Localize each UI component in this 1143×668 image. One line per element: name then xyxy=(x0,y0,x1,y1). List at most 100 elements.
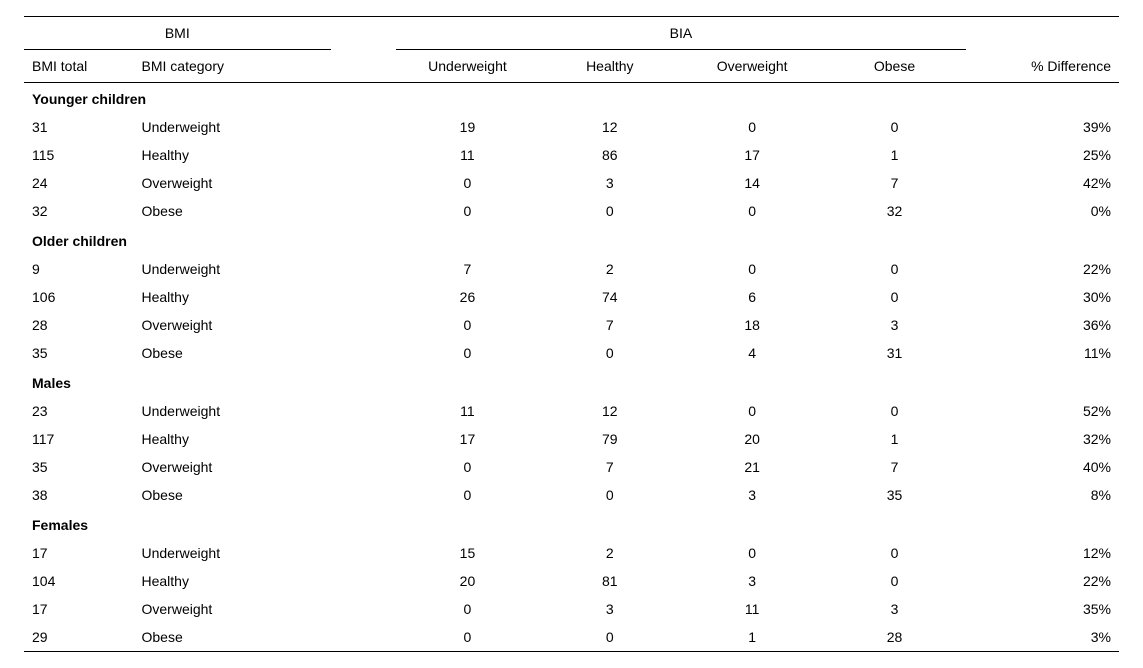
cell-overweight: 3 xyxy=(681,567,823,595)
cell-healthy: 3 xyxy=(539,595,681,623)
cell-bmi-total: 104 xyxy=(24,567,134,595)
cell-spacer xyxy=(331,169,397,197)
cell-spacer xyxy=(331,141,397,169)
cell-pct-diff: 39% xyxy=(966,113,1119,141)
cell-bmi-category: Underweight xyxy=(134,113,331,141)
table-row: 104Healthy20813022% xyxy=(24,567,1119,595)
cell-spacer xyxy=(331,113,397,141)
cell-obese: 0 xyxy=(823,397,965,425)
header-underweight: Underweight xyxy=(396,50,538,83)
cell-bmi-category: Underweight xyxy=(134,255,331,283)
header-healthy: Healthy xyxy=(539,50,681,83)
cell-underweight: 0 xyxy=(396,623,538,652)
cell-overweight: 0 xyxy=(681,197,823,225)
cell-healthy: 0 xyxy=(539,623,681,652)
cell-overweight: 0 xyxy=(681,113,823,141)
cell-underweight: 19 xyxy=(396,113,538,141)
cell-spacer xyxy=(331,283,397,311)
table-row: 35Overweight0721740% xyxy=(24,453,1119,481)
table-row: 29Obese001283% xyxy=(24,623,1119,652)
cell-pct-diff: 0% xyxy=(966,197,1119,225)
cell-overweight: 1 xyxy=(681,623,823,652)
cell-healthy: 2 xyxy=(539,255,681,283)
header-spacer-2 xyxy=(966,17,1119,50)
cell-bmi-category: Obese xyxy=(134,623,331,652)
cell-pct-diff: 12% xyxy=(966,539,1119,567)
header-bmi-group: BMI xyxy=(24,17,331,50)
cell-pct-diff: 35% xyxy=(966,595,1119,623)
table-row: 115Healthy118617125% xyxy=(24,141,1119,169)
cell-spacer xyxy=(331,397,397,425)
cell-overweight: 18 xyxy=(681,311,823,339)
cell-healthy: 74 xyxy=(539,283,681,311)
header-overweight: Overweight xyxy=(681,50,823,83)
cell-bmi-total: 35 xyxy=(24,339,134,367)
cell-underweight: 0 xyxy=(396,339,538,367)
cell-underweight: 0 xyxy=(396,311,538,339)
table-row: 23Underweight11120052% xyxy=(24,397,1119,425)
cell-bmi-category: Healthy xyxy=(134,425,331,453)
cell-underweight: 26 xyxy=(396,283,538,311)
cell-spacer xyxy=(331,311,397,339)
cell-obese: 3 xyxy=(823,595,965,623)
cell-underweight: 0 xyxy=(396,481,538,509)
cell-bmi-category: Healthy xyxy=(134,141,331,169)
cell-bmi-category: Overweight xyxy=(134,595,331,623)
cell-overweight: 0 xyxy=(681,397,823,425)
cell-obese: 0 xyxy=(823,283,965,311)
group-title: Younger children xyxy=(24,83,1119,114)
cell-spacer xyxy=(331,567,397,595)
table-row: 28Overweight0718336% xyxy=(24,311,1119,339)
cell-overweight: 4 xyxy=(681,339,823,367)
table-row: 17Underweight1520012% xyxy=(24,539,1119,567)
cell-pct-diff: 36% xyxy=(966,311,1119,339)
cell-healthy: 0 xyxy=(539,339,681,367)
table-row: 35Obese0043111% xyxy=(24,339,1119,367)
cell-underweight: 11 xyxy=(396,141,538,169)
group-title: Females xyxy=(24,509,1119,539)
cell-spacer xyxy=(331,481,397,509)
cell-obese: 3 xyxy=(823,311,965,339)
cell-overweight: 17 xyxy=(681,141,823,169)
table-row: 9Underweight720022% xyxy=(24,255,1119,283)
cell-spacer xyxy=(331,539,397,567)
cell-underweight: 7 xyxy=(396,255,538,283)
cell-spacer xyxy=(331,197,397,225)
header-spacer-1 xyxy=(331,17,397,50)
bmi-bia-table: BMI BIA BMI total BMI category Underweig… xyxy=(24,16,1119,652)
cell-overweight: 20 xyxy=(681,425,823,453)
cell-bmi-total: 117 xyxy=(24,425,134,453)
table-row: 117Healthy177920132% xyxy=(24,425,1119,453)
cell-bmi-total: 9 xyxy=(24,255,134,283)
cell-pct-diff: 22% xyxy=(966,255,1119,283)
cell-healthy: 12 xyxy=(539,113,681,141)
cell-healthy: 0 xyxy=(539,197,681,225)
cell-spacer xyxy=(331,453,397,481)
header-obese: Obese xyxy=(823,50,965,83)
cell-underweight: 15 xyxy=(396,539,538,567)
cell-obese: 0 xyxy=(823,113,965,141)
cell-bmi-category: Healthy xyxy=(134,567,331,595)
cell-bmi-total: 106 xyxy=(24,283,134,311)
cell-bmi-category: Overweight xyxy=(134,453,331,481)
cell-spacer xyxy=(331,595,397,623)
table-row: 31Underweight19120039% xyxy=(24,113,1119,141)
cell-healthy: 81 xyxy=(539,567,681,595)
cell-pct-diff: 52% xyxy=(966,397,1119,425)
cell-obese: 0 xyxy=(823,567,965,595)
cell-bmi-total: 17 xyxy=(24,539,134,567)
cell-bmi-total: 29 xyxy=(24,623,134,652)
cell-obese: 0 xyxy=(823,539,965,567)
cell-bmi-total: 38 xyxy=(24,481,134,509)
cell-underweight: 0 xyxy=(396,595,538,623)
header-pct-diff: % Difference xyxy=(966,50,1119,83)
cell-overweight: 21 xyxy=(681,453,823,481)
cell-overweight: 0 xyxy=(681,255,823,283)
cell-pct-diff: 8% xyxy=(966,481,1119,509)
cell-underweight: 17 xyxy=(396,425,538,453)
cell-obese: 7 xyxy=(823,169,965,197)
cell-underweight: 0 xyxy=(396,197,538,225)
cell-spacer xyxy=(331,255,397,283)
cell-bmi-category: Overweight xyxy=(134,169,331,197)
cell-healthy: 2 xyxy=(539,539,681,567)
